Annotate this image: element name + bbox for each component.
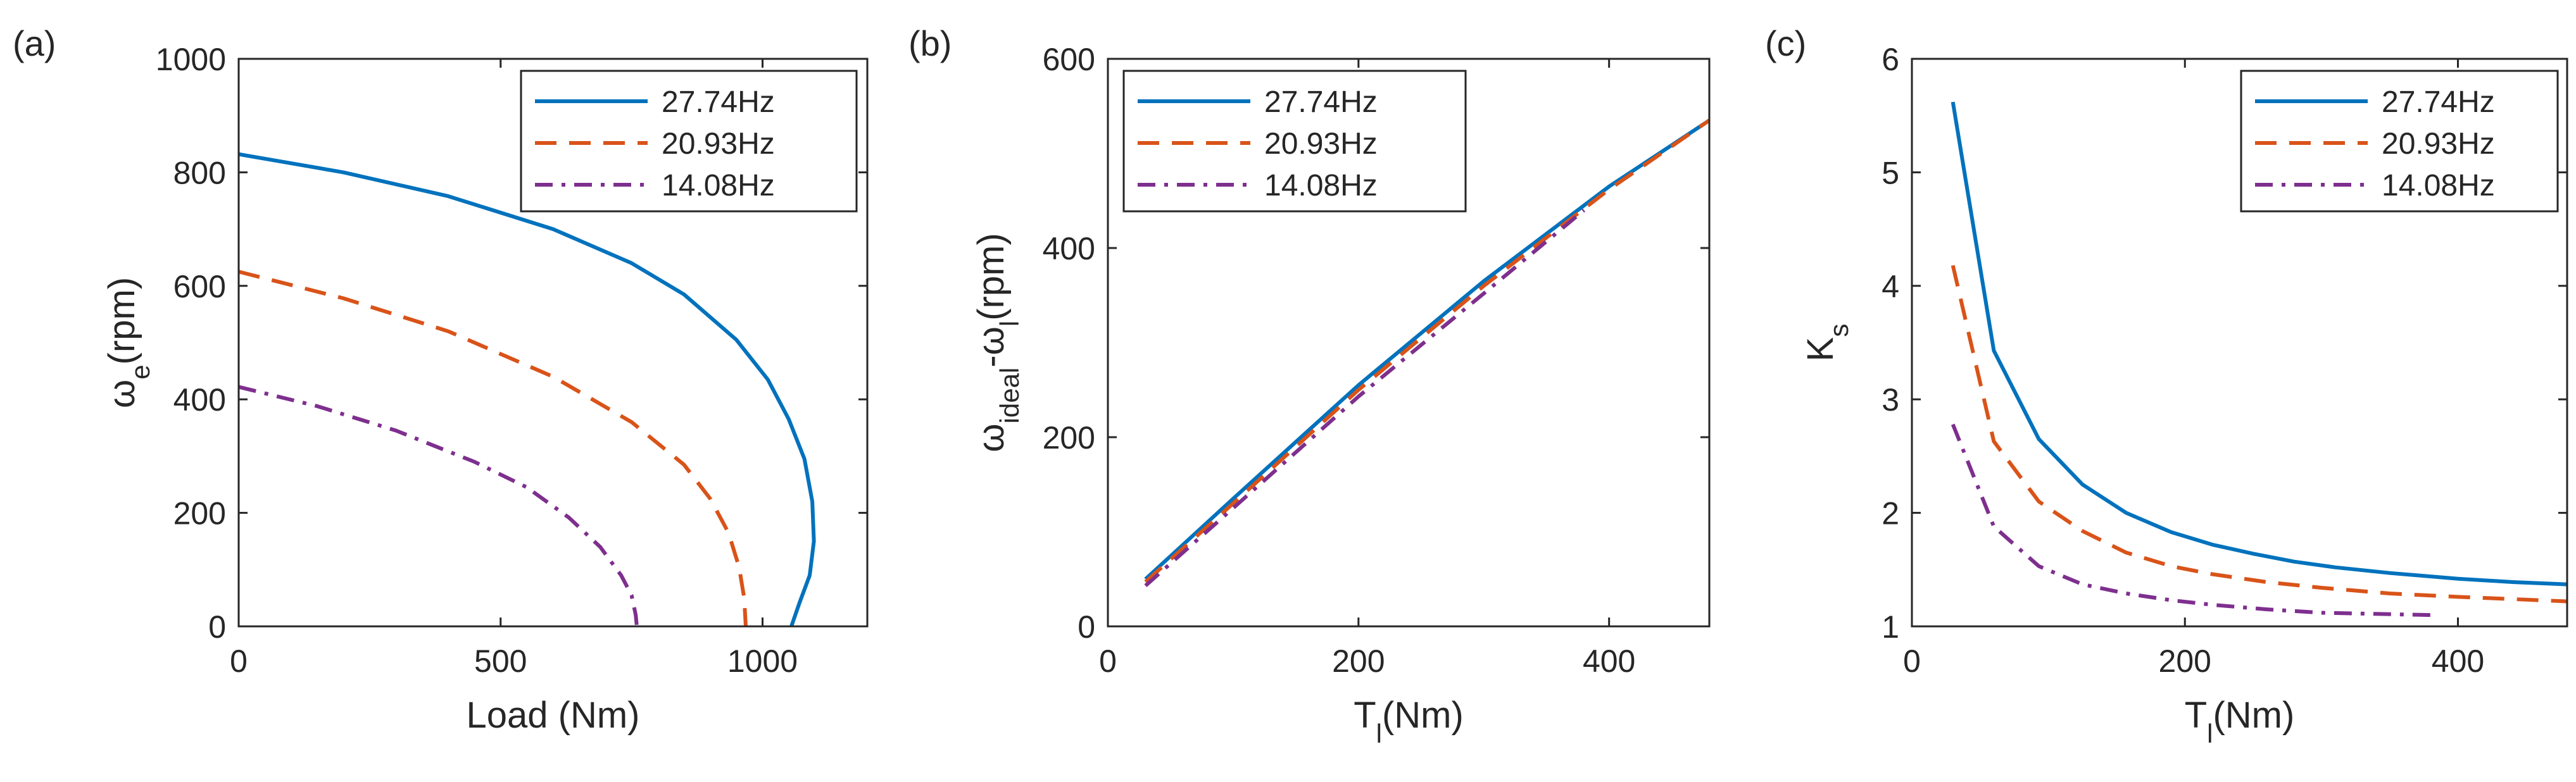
y-tick-label: 800 — [173, 155, 226, 190]
legend-label: 20.93Hz — [1264, 127, 1378, 161]
axes-box — [237, 58, 869, 628]
chart-panel-c: (c) 0 200 400 1 2 3 4 5 6 Tl(Nm) Ks 27.74Hz 20.93Hz 14… — [1765, 23, 2568, 748]
x-tick-label: 0 — [1903, 643, 1921, 679]
legend-label: 27.74Hz — [662, 85, 775, 119]
y-tick-label: 2 — [1882, 496, 1899, 531]
x-tick-label: 500 — [474, 643, 527, 679]
series-line-14-08hz — [1951, 423, 2431, 618]
y-axis-label: ωe(rpm) — [101, 277, 155, 408]
panel-label: (a) — [13, 23, 56, 63]
y-tick-label: 200 — [1043, 420, 1095, 456]
y-tick-label: 1 — [1882, 609, 1899, 645]
y-tick-label: 6 — [1882, 42, 1899, 77]
legend-label: 27.74Hz — [2382, 85, 2495, 119]
y-tick-label: 5 — [1882, 155, 1899, 190]
series-line-27-74hz — [1951, 101, 2567, 586]
x-axis-label: Tl(Nm) — [2185, 695, 2295, 748]
panel-label: (c) — [1765, 23, 1806, 63]
x-axis-label: Load (Nm) — [467, 695, 640, 736]
axes-box — [1107, 58, 1711, 628]
legend-label: 27.74Hz — [1264, 85, 1378, 119]
y-tick-label: 0 — [1078, 609, 1095, 645]
legend: 27.74Hz 20.93Hz 14.08Hz — [520, 70, 858, 213]
legend-label: 14.08Hz — [2382, 169, 2495, 202]
chart-panel-b: (b) 0 200 400 0 200 400 600 Tl(Nm) ωideal-ωl(rpm)… — [908, 23, 1711, 748]
legend-label: 20.93Hz — [2382, 127, 2495, 161]
y-tick-label: 4 — [1882, 269, 1899, 304]
series-line-27-74hz — [239, 152, 816, 626]
series-line-20-93hz — [1951, 264, 2567, 604]
series-line-14-08hz — [239, 385, 639, 626]
x-tick-label: 400 — [2432, 643, 2484, 679]
y-axis-label: ωideal-ωl(rpm) — [971, 233, 1024, 452]
legend-label: 14.08Hz — [662, 169, 775, 202]
y-tick-label: 400 — [173, 382, 226, 418]
x-tick-label: 200 — [1332, 643, 1385, 679]
y-axis-label: Ks — [1800, 324, 1854, 362]
legend: 27.74Hz 20.93Hz 14.08Hz — [1122, 70, 1467, 213]
legend: 27.74Hz 20.93Hz 14.08Hz — [2240, 70, 2559, 213]
series-line-20-93hz — [1144, 118, 1709, 583]
series-line-14-08hz — [1144, 208, 1586, 587]
y-tick-label: 600 — [1043, 42, 1095, 77]
x-tick-label: 0 — [230, 643, 248, 679]
x-axis-label: Tl(Nm) — [1354, 695, 1464, 748]
x-tick-label: 1000 — [727, 643, 798, 679]
panel-label: (b) — [908, 23, 952, 63]
x-tick-label: 200 — [2159, 643, 2211, 679]
legend-label: 14.08Hz — [1264, 169, 1378, 202]
y-tick-label: 200 — [173, 496, 226, 531]
legend-label: 20.93Hz — [662, 127, 775, 161]
y-tick-label: 3 — [1882, 382, 1899, 418]
chart-panel-a: (a) 0 500 1000 0 200 400 600 800 1000 Load (Nm) ωe(… — [13, 23, 869, 736]
axes-box — [1911, 58, 2568, 628]
y-tick-label: 1000 — [156, 42, 226, 77]
x-tick-label: 400 — [1583, 643, 1635, 679]
y-tick-label: 600 — [173, 269, 226, 304]
y-tick-label: 400 — [1043, 231, 1095, 266]
series-line-20-93hz — [239, 270, 748, 626]
x-tick-label: 0 — [1099, 643, 1117, 679]
series-line-27-74hz — [1144, 118, 1709, 581]
y-tick-label: 0 — [208, 609, 226, 645]
